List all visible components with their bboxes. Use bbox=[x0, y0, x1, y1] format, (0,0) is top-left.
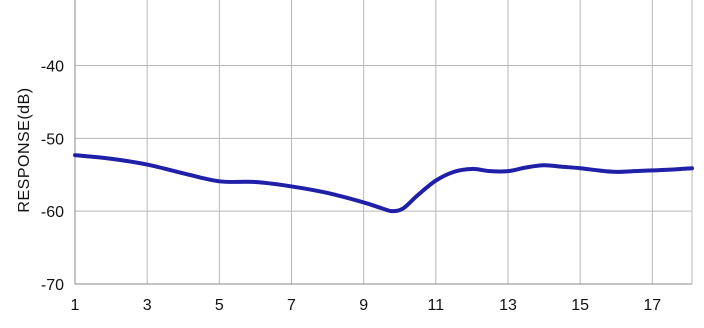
tick-labels: 1 3 5 7 9 11 13 15 17-40-50-60-70 bbox=[41, 59, 661, 314]
y-tick-label: -70 bbox=[41, 277, 64, 294]
y-tick-label: -60 bbox=[41, 204, 64, 221]
plot-frame bbox=[74, 0, 693, 285]
series-line bbox=[73, 153, 694, 214]
y-axis-label: RESPONSE(dB) bbox=[16, 87, 33, 212]
y-tick-label: -40 bbox=[41, 59, 64, 76]
x-tick-label: 17 bbox=[643, 297, 661, 314]
x-tick-label: 5 bbox=[215, 297, 224, 314]
series-layer bbox=[73, 153, 694, 214]
x-tick-label: 11 bbox=[428, 297, 445, 314]
x-tick-label: 13 bbox=[499, 297, 517, 314]
x-tick-label: 9 bbox=[359, 297, 368, 314]
grid bbox=[74, 0, 692, 285]
x-tick-label: 7 bbox=[287, 297, 296, 314]
y-tick-label: -50 bbox=[41, 131, 64, 148]
x-tick-label: 1 bbox=[71, 297, 80, 314]
x-tick-label: 3 bbox=[143, 297, 152, 314]
x-tick-label: 15 bbox=[571, 297, 589, 314]
